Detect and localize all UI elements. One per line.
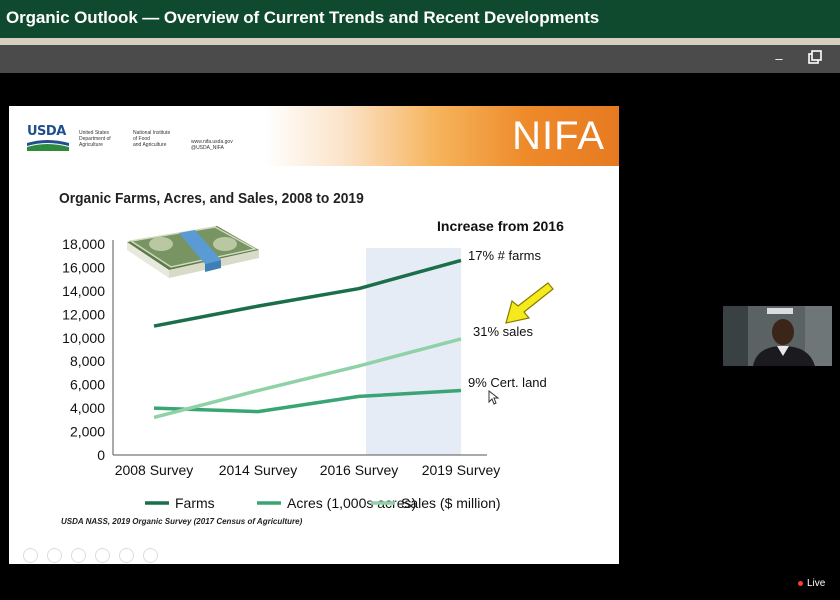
popout-icon	[808, 50, 822, 64]
popout-button[interactable]	[806, 50, 824, 68]
title-bar: Organic Outlook — Overview of Current Tr…	[0, 0, 840, 38]
minimize-button[interactable]: –	[775, 51, 783, 66]
previous-slide-icon[interactable]	[23, 548, 38, 563]
nifa-logo-text: NIFA	[512, 114, 605, 158]
player-control-bar	[0, 45, 840, 73]
sales-annotation: 31% sales	[473, 324, 533, 339]
y-tick-label: 0	[97, 447, 105, 463]
live-dot-icon	[798, 580, 803, 586]
usda-wave-icon	[27, 140, 69, 151]
y-tick-label: 16,000	[62, 259, 105, 275]
mouse-cursor-icon	[488, 390, 500, 405]
land-annotation: 9% Cert. land	[468, 375, 547, 390]
slide-toolbar	[23, 548, 167, 564]
live-indicator: Live	[798, 578, 825, 589]
nifa-institute-text: National Institute of Food and Agricultu…	[133, 130, 171, 148]
nifa-web-text: www.nifa.usda.gov @USDA_NIFA	[191, 139, 233, 151]
x-tick-label: 2008 Survey	[115, 462, 194, 478]
presentation-slide: USDA United States Department of Agricul…	[9, 106, 619, 564]
yellow-arrow-icon	[505, 282, 554, 324]
series-line-sales	[153, 337, 462, 420]
slides-grid-icon[interactable]	[95, 548, 110, 563]
pen-icon[interactable]	[71, 548, 86, 563]
page-title: Organic Outlook — Overview of Current Tr…	[6, 8, 600, 27]
y-tick-label: 2,000	[70, 424, 105, 440]
usda-department-text: United States Department of Agriculture	[79, 130, 111, 148]
y-tick-label: 14,000	[62, 283, 105, 299]
y-tick-label: 18,000	[62, 236, 105, 252]
legend-label: Sales ($ million)	[401, 495, 501, 511]
usda-logo: USDA	[27, 124, 71, 154]
next-slide-icon[interactable]	[47, 548, 62, 563]
legend-label: Farms	[175, 495, 215, 511]
live-label: Live	[807, 578, 826, 589]
series-line-farms	[153, 258, 462, 328]
divider-strip	[0, 38, 840, 45]
source-note: USDA NASS, 2019 Organic Survey (2017 Cen…	[61, 517, 303, 526]
legend-label: Acres (1,000s acres)	[287, 495, 416, 511]
chart-title: Organic Farms, Acres, and Sales, 2008 to…	[59, 190, 364, 207]
y-tick-label: 6,000	[70, 377, 105, 393]
farms-annotation: 17% # farms	[468, 248, 541, 263]
x-tick-label: 2016 Survey	[320, 462, 399, 478]
zoom-icon[interactable]	[119, 548, 134, 563]
y-tick-label: 4,000	[70, 400, 105, 416]
speaker-avatar	[723, 306, 832, 366]
speaker-video-thumbnail[interactable]	[723, 306, 832, 366]
y-tick-label: 10,000	[62, 330, 105, 346]
more-options-icon[interactable]	[143, 548, 158, 563]
series-line-acres	[153, 388, 462, 414]
line-chart: 0 2,000 4,000 6,000 8,000 10,000 12,000 14,000 1…	[62, 236, 501, 511]
x-tick-label: 2014 Survey	[219, 462, 298, 478]
increase-title: Increase from 2016	[437, 218, 564, 234]
money-stack-icon	[127, 226, 259, 278]
x-tick-label: 2019 Survey	[422, 462, 501, 478]
y-tick-label: 12,000	[62, 306, 105, 322]
y-tick-label: 8,000	[70, 353, 105, 369]
usda-logo-text: USDA	[27, 124, 66, 139]
slide-banner	[9, 106, 619, 166]
